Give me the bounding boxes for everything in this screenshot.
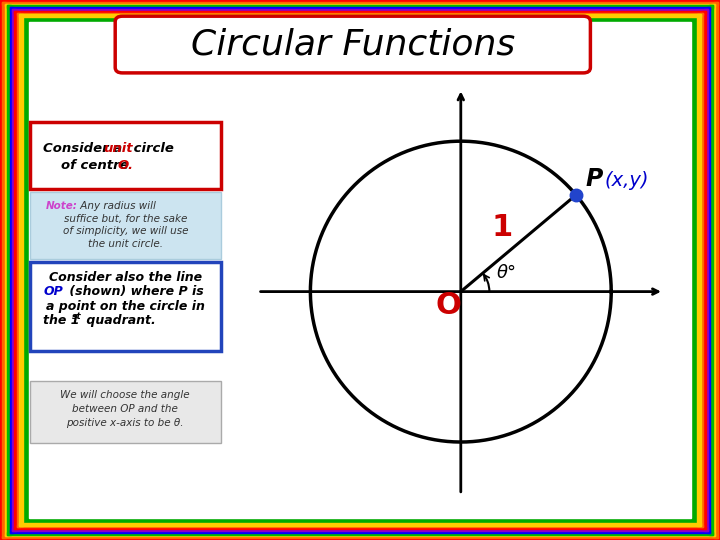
Bar xyxy=(5,4,9,536)
Text: st: st xyxy=(72,312,81,321)
Bar xyxy=(14,11,706,14)
Bar xyxy=(14,11,18,529)
Bar xyxy=(19,15,23,525)
FancyBboxPatch shape xyxy=(30,262,221,351)
Bar xyxy=(697,15,701,525)
Bar xyxy=(9,7,711,10)
Text: O: O xyxy=(435,291,461,320)
Text: circle: circle xyxy=(129,142,174,155)
Text: suffice but, for the sake: suffice but, for the sake xyxy=(63,214,187,224)
Bar xyxy=(2,536,718,538)
Bar xyxy=(716,0,720,540)
Bar xyxy=(12,9,16,531)
Bar xyxy=(19,15,701,17)
Text: θ°: θ° xyxy=(497,264,517,282)
Text: quadrant.: quadrant. xyxy=(82,314,156,327)
Text: We will choose the angle: We will choose the angle xyxy=(60,390,190,400)
FancyBboxPatch shape xyxy=(115,16,590,73)
Text: the 1: the 1 xyxy=(43,314,80,327)
Bar xyxy=(704,9,708,531)
Bar xyxy=(700,12,703,528)
Bar xyxy=(5,4,715,6)
Text: Consider also the line: Consider also the line xyxy=(49,271,202,284)
Text: of centre: of centre xyxy=(61,159,133,172)
Text: (x,y): (x,y) xyxy=(605,171,649,190)
Text: of simplicity, we will use: of simplicity, we will use xyxy=(63,226,188,236)
Text: Circular Functions: Circular Functions xyxy=(191,28,515,62)
Text: OP: OP xyxy=(43,285,63,298)
Bar xyxy=(711,4,715,536)
Bar xyxy=(9,530,711,533)
Bar xyxy=(17,525,703,528)
Text: 1: 1 xyxy=(491,213,513,242)
Text: positive x-axis to be θ.: positive x-axis to be θ. xyxy=(66,418,184,428)
FancyBboxPatch shape xyxy=(30,381,221,443)
Bar xyxy=(9,7,13,533)
Text: the unit circle.: the unit circle. xyxy=(88,239,163,248)
FancyBboxPatch shape xyxy=(30,192,221,259)
Bar xyxy=(0,537,720,540)
Text: Note:: Note: xyxy=(45,201,77,211)
Bar xyxy=(0,0,720,3)
Bar xyxy=(707,7,711,533)
Bar xyxy=(19,523,701,525)
Bar xyxy=(17,12,20,528)
Bar xyxy=(702,11,706,529)
Text: P: P xyxy=(585,167,603,191)
Bar xyxy=(17,12,703,15)
Text: between OP and the: between OP and the xyxy=(72,404,179,414)
Bar xyxy=(7,5,713,8)
Text: unit: unit xyxy=(103,142,132,155)
Bar xyxy=(709,5,713,535)
Text: Any radius will: Any radius will xyxy=(77,201,156,211)
Bar xyxy=(7,532,713,535)
Text: (shown) where P is: (shown) where P is xyxy=(65,285,204,298)
Bar xyxy=(0,0,4,540)
Bar xyxy=(12,528,708,531)
Text: a point on the circle in: a point on the circle in xyxy=(46,300,204,313)
Bar xyxy=(5,534,715,536)
Bar xyxy=(14,526,706,529)
Bar xyxy=(12,9,708,12)
Text: Consider a: Consider a xyxy=(43,142,127,155)
Bar xyxy=(2,2,6,538)
Bar xyxy=(2,2,718,4)
Bar xyxy=(714,2,718,538)
FancyBboxPatch shape xyxy=(30,122,221,189)
Bar xyxy=(7,5,11,535)
Text: O.: O. xyxy=(117,159,133,172)
